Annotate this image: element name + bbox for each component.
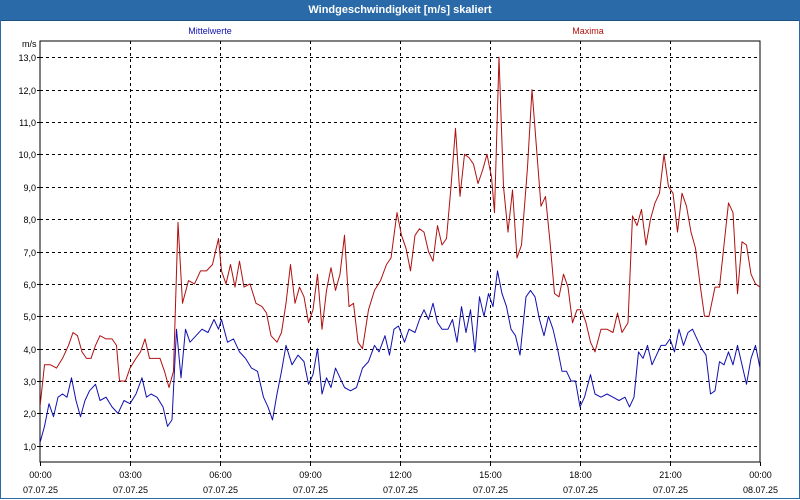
grid-layer bbox=[39, 40, 761, 463]
x-tick-label-date: 07.07.25 bbox=[293, 485, 328, 495]
x-tick-label-time: 06:00 bbox=[209, 470, 232, 480]
y-tick-label: 10,0 bbox=[18, 150, 36, 160]
y-axis-label: m/s bbox=[22, 39, 37, 49]
window-title: Windgeschwindigkeit [m/s] skaliert bbox=[0, 0, 800, 21]
x-tick-label-date: 07.07.25 bbox=[653, 485, 688, 495]
x-tick-label-date: 07.07.25 bbox=[23, 485, 58, 495]
x-tick-label-date: 07.07.25 bbox=[203, 485, 238, 495]
y-tick-label: 8,0 bbox=[23, 215, 36, 225]
x-tick-label-time: 00:00 bbox=[29, 470, 52, 480]
series-line-maxima bbox=[40, 56, 760, 407]
y-tick-label: 9,0 bbox=[23, 183, 36, 193]
axis-layer: 1,0 2,0 3,0 4,0 5,0 6,0 7,0 8,0 9,0 10,0 11,0 12,0 1… bbox=[18, 53, 778, 495]
series-layer bbox=[40, 56, 760, 443]
y-tick-label: 11,0 bbox=[19, 118, 36, 128]
x-tick-label-time: 15:00 bbox=[479, 470, 502, 480]
y-tick-label: 4,0 bbox=[23, 345, 36, 355]
x-tick-label-date: 07.07.25 bbox=[113, 485, 148, 495]
x-tick-label-date: 07.07.25 bbox=[563, 485, 598, 495]
x-tick-label-date: 08.07.25 bbox=[743, 485, 778, 495]
x-tick-label-time: 00:00 bbox=[749, 470, 772, 480]
y-tick-label: 3,0 bbox=[23, 377, 36, 387]
y-tick-label: 5,0 bbox=[23, 312, 36, 322]
legend-mittelwerte: Mittelwerte bbox=[188, 26, 232, 36]
series-line-mittelwerte bbox=[40, 270, 760, 443]
y-tick-label: 7,0 bbox=[23, 248, 36, 258]
legend-maxima: Maxima bbox=[572, 26, 604, 36]
x-tick-label-time: 12:00 bbox=[389, 470, 412, 480]
x-tick-label-time: 03:00 bbox=[119, 470, 142, 480]
x-tick-label-time: 18:00 bbox=[569, 470, 592, 480]
x-tick-label-date: 07.07.25 bbox=[383, 485, 418, 495]
x-tick-label-time: 09:00 bbox=[299, 470, 322, 480]
x-tick-label-date: 07.07.25 bbox=[473, 485, 508, 495]
y-tick-label: 1,0 bbox=[23, 442, 36, 452]
y-tick-label: 2,0 bbox=[23, 409, 36, 419]
y-tick-label: 13,0 bbox=[18, 53, 36, 63]
y-tick-label: 12,0 bbox=[18, 86, 36, 96]
x-tick-label-time: 21:00 bbox=[659, 470, 682, 480]
y-tick-label: 6,0 bbox=[23, 280, 36, 290]
